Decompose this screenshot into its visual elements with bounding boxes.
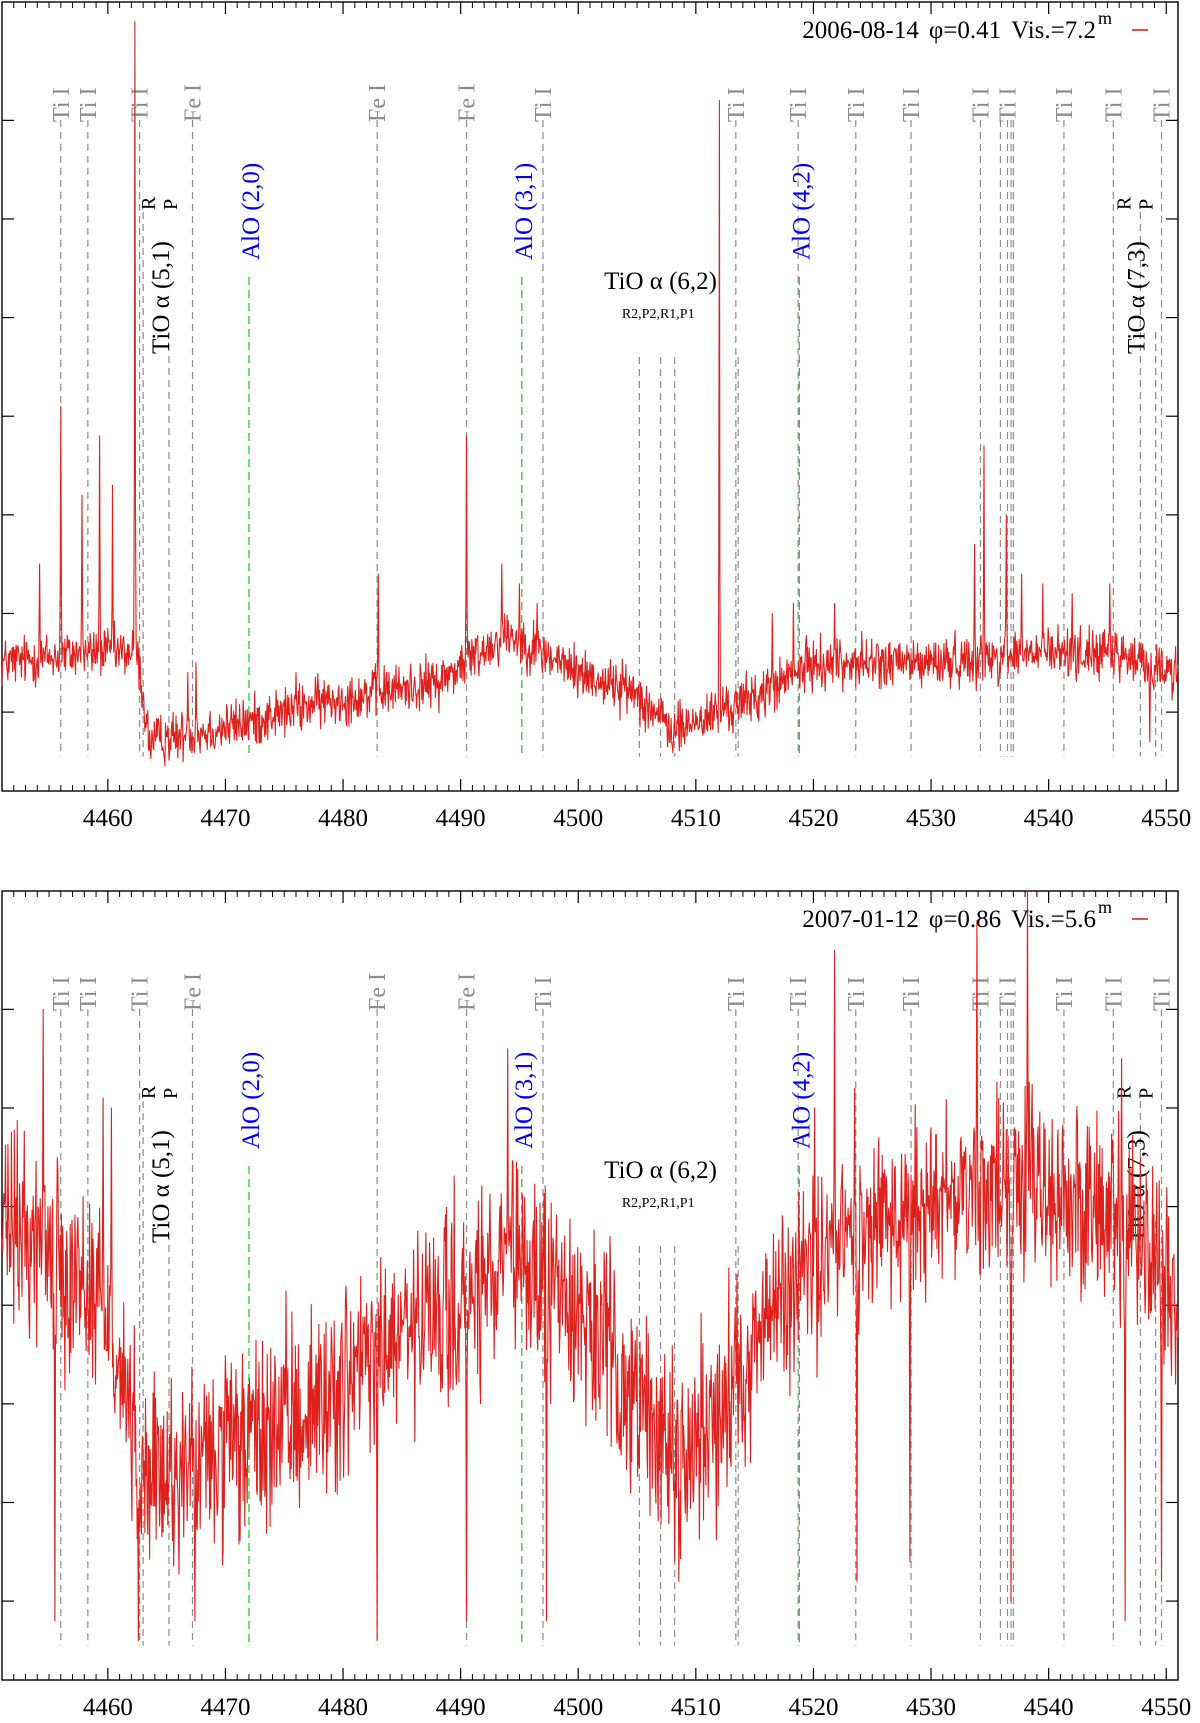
legend-phase: φ=0.86 [929,906,1001,933]
alo-band-label: AlO (3,1) [511,163,538,260]
x-tick-label: 4520 [788,805,838,832]
x-tick-label: 4490 [436,1694,486,1721]
atomic-line-label: Ti I [76,977,102,1011]
atomic-line-label: Ti I [786,88,812,122]
x-tick-label: 4470 [200,805,250,832]
atomic-line-label: Ti I [844,977,870,1011]
tio-p-subscript: P [1135,199,1157,210]
atomic-line-label: Ti I [531,977,557,1011]
atomic-line-label: Fe I [365,973,391,1011]
tio-band-label: TiO α (5,1) [148,241,175,354]
tio-p-subscript: P [160,1088,182,1099]
legend-visual: Vis.=5.6 [1011,906,1096,933]
legend-label: 2007-01-12 φ=0.86 Vis.=5.6 [802,906,1096,933]
tio-r-superscript: R [138,1085,160,1099]
tio-r-superscript: R [1113,1085,1135,1099]
x-tick-label: 4550 [1141,1694,1191,1721]
atomic-line-label: Ti I [49,977,75,1011]
legend-visual: Vis.=7.2 [1011,17,1096,44]
atomic-line-label: Ti I [1052,88,1078,122]
tio-r-superscript: R [1113,196,1135,210]
x-tick-label: 4500 [553,805,603,832]
x-tick-label: 4530 [906,1694,956,1721]
x-tick-label: 4500 [553,1694,603,1721]
tio-62-branches: R2,P2,R1,P1 [622,307,695,322]
spectrum-panel-2007-01-12: 4460 4470 4480 4490 4500 4510 4520 4530 4540 4550… [1,890,1191,1721]
atomic-line-label: Ti I [1150,977,1176,1011]
legend-superscript: m [1098,8,1112,28]
alo-band-label: AlO (4,2) [788,1052,815,1149]
x-tick-label: 4470 [200,1694,250,1721]
legend-superscript: m [1098,897,1112,917]
tio-p-subscript: P [1135,1088,1157,1099]
x-tick-label: 4510 [671,805,721,832]
x-tick-label: 4540 [1024,1694,1074,1721]
tio-band-label: TiO α (7,3) [1123,241,1150,354]
tio-r-superscript: R [138,196,160,210]
atomic-line-label: Fe I [181,973,207,1011]
tio-62-branches: R2,P2,R1,P1 [622,1196,695,1211]
spectrum-panel-2006-08-14: 4460 4470 4480 4490 4500 4510 4520 4530 4540 4550… [1,1,1191,832]
x-tick-label: 4540 [1024,805,1074,832]
atomic-line-label: Ti I [844,88,870,122]
atomic-line-label: Ti I [1101,88,1127,122]
atomic-line-label: Ti I [968,977,994,1011]
alo-band-label: AlO (3,1) [511,1052,538,1149]
alo-band-label: AlO (4,2) [788,163,815,260]
x-tick-label: 4460 [83,805,133,832]
atomic-line-label: Ti I [128,977,154,1011]
tio-band-label: TiO α (5,1) [148,1130,175,1243]
atomic-line-label: Ti I [899,977,925,1011]
atomic-line-label: Fe I [455,973,481,1011]
legend-date: 2006-08-14 [802,17,919,44]
spectrum-trace [1,21,1179,767]
atomic-line-label: Ti I [1101,977,1127,1011]
x-tick-label: 4530 [906,805,956,832]
atomic-line-label: Fe I [365,84,391,122]
legend-date: 2007-01-12 [802,906,919,933]
atomic-line-label: Ti I [724,88,750,122]
atomic-line-label: Ti I [76,88,102,122]
tio-62-label: TiO α (6,2) [604,268,717,295]
atomic-line-label: Ti I [899,88,925,122]
tio-p-subscript: P [160,199,182,210]
x-tick-label: 4460 [83,1694,133,1721]
x-tick-label: 4480 [318,1694,368,1721]
atomic-line-label: Ti I [968,88,994,122]
atomic-line-label: Fe I [455,84,481,122]
atomic-line-label: Ti I [724,977,750,1011]
x-tick-label: 4520 [788,1694,838,1721]
legend-label: 2006-08-14 φ=0.41 Vis.=7.2 [802,17,1096,44]
atomic-line-label: Ti I [49,88,75,122]
atomic-line-label: Ti I [1052,977,1078,1011]
atomic-line-label: Ti I [531,88,557,122]
x-tick-label: 4550 [1141,805,1191,832]
legend-phase: φ=0.41 [929,17,1001,44]
x-tick-label: 4510 [671,1694,721,1721]
atomic-line-label: Ti I [995,977,1021,1011]
x-tick-label: 4480 [318,805,368,832]
atomic-line-label: Ti I [1150,88,1176,122]
atomic-line-label: Ti I [995,88,1021,122]
atomic-line-label: Ti I [786,977,812,1011]
atomic-line-label: Ti I [128,88,154,122]
tio-62-label: TiO α (6,2) [604,1157,717,1184]
alo-band-label: AlO (2,0) [238,163,265,260]
x-tick-label: 4490 [436,805,486,832]
alo-band-label: AlO (2,0) [238,1052,265,1149]
spectrum-trace [1,890,1179,1642]
atomic-line-label: Fe I [181,84,207,122]
